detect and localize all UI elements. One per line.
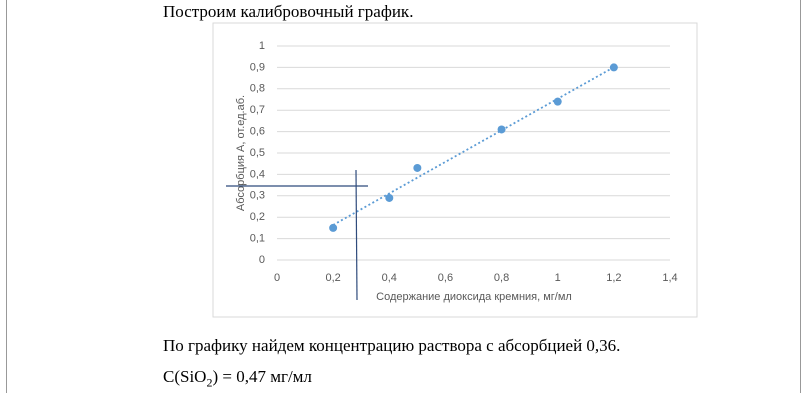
formula-subscript: 2 [206, 375, 213, 390]
x-tick-label: 0,2 [325, 272, 340, 284]
y-tick-label: 0,1 [250, 233, 265, 245]
chart-frame [212, 22, 698, 318]
page-edge [800, 0, 801, 393]
point [385, 193, 394, 202]
x-tick-label: 0,6 [438, 272, 453, 284]
y-tick-label: 0,3 [250, 190, 265, 202]
point [413, 163, 422, 172]
formula-part: ) = 0,47 мг/мл [212, 367, 312, 386]
x-tick-label: 0,4 [382, 272, 397, 284]
y-tick-label: 0,5 [250, 147, 265, 159]
paragraph: По графику найдем концентрацию раствора … [163, 336, 621, 355]
x-tick-label: 0 [274, 272, 280, 284]
x-tick-label: 0,8 [494, 272, 509, 284]
y-tick-label: 0,2 [250, 211, 265, 223]
point [609, 63, 618, 72]
y-tick-label: 0 [259, 254, 265, 266]
x-tick-label: 1 [555, 272, 561, 284]
y-tick-label: 1 [259, 40, 265, 52]
point [497, 125, 506, 134]
x-tick-label: 1,2 [606, 272, 621, 284]
y-tick-label: 0,6 [250, 126, 265, 138]
y-axis-label: Абсорбция А, от.ед.аб. [235, 95, 247, 211]
y-tick-label: 0,8 [250, 83, 265, 95]
reading-line [355, 169, 358, 301]
page-edge [6, 0, 7, 393]
y-tick-label: 0,4 [250, 168, 265, 180]
point [329, 223, 338, 232]
x-axis-label: Содержание диоксида кремния, мг/мл [376, 291, 572, 303]
y-tick-label: 0,7 [250, 104, 265, 116]
point [553, 97, 562, 106]
plot: 0 0,1 0,2 0,3 0,4 0,5 0,6 0,7 0,8 0,9 1 0 0,2 0,4 0,6 0… [250, 40, 678, 284]
y-tick-label: 0,9 [250, 61, 265, 73]
heading: Построим калибровочный график. [163, 2, 414, 21]
x-tick-label: 1,4 [662, 272, 677, 284]
formula-part: C(SiO [163, 367, 207, 386]
formula: C(SiO2) = 0,47 мг/мл [163, 367, 312, 390]
